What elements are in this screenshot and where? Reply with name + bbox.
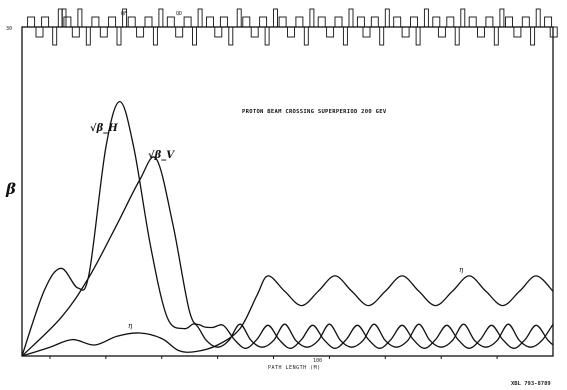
lattice-magnet <box>549 26 558 38</box>
x-ticks <box>49 356 498 359</box>
lattice-magnet <box>410 16 418 28</box>
lattice-magnet <box>52 26 58 46</box>
lattice-magnet <box>432 16 441 28</box>
lattice-magnet <box>136 26 145 38</box>
lattice-magnet <box>71 26 80 38</box>
lattice-magnet <box>356 16 365 28</box>
y-tick-label-top: 30 <box>6 26 12 32</box>
lattice-magnet <box>362 26 371 38</box>
lattice-magnet <box>348 8 354 28</box>
lattice-magnet <box>57 8 63 28</box>
lattice-magnet <box>85 26 91 46</box>
curve-label-eta-high: η <box>459 266 464 274</box>
lattice-magnet <box>521 16 530 28</box>
lattice-magnet <box>273 8 278 28</box>
lattice-magnet <box>228 26 234 46</box>
lattice-magnet <box>236 8 242 28</box>
lattice-magnet <box>183 16 192 28</box>
lattice-magnet <box>197 8 203 28</box>
curve-label-beta-h: √β_H <box>90 122 118 134</box>
lattice-strip <box>22 8 558 46</box>
lattice-magnet <box>513 26 522 38</box>
lattice-magnet <box>415 26 421 46</box>
lattice-magnet <box>423 8 429 28</box>
lattice-magnet <box>544 16 553 28</box>
lattice-magnet <box>287 26 295 38</box>
lattice-magnet <box>393 16 402 28</box>
lattice-magnet <box>477 26 485 38</box>
plot-frame <box>21 26 554 357</box>
lattice-magnet <box>401 26 410 38</box>
lattice-magnet <box>35 26 44 38</box>
lattice-magnet <box>242 16 251 28</box>
lattice-label-qf: QF <box>121 11 127 17</box>
lattice-magnet <box>91 16 100 28</box>
lattice-magnet <box>309 8 315 28</box>
lattice-magnet <box>454 26 460 46</box>
figure-reference-id: XBL 793-8789 <box>511 381 551 387</box>
curve-label-eta-low: η <box>128 322 133 330</box>
x-tick-label-100: 100 <box>313 358 322 364</box>
lattice-magnet <box>326 26 335 38</box>
lattice-magnet <box>259 16 268 28</box>
series-line-eta <box>21 275 554 357</box>
lattice-magnet <box>144 16 153 28</box>
lattice-magnet <box>166 16 175 28</box>
lattice-magnet <box>63 16 72 28</box>
lattice-magnet <box>379 26 385 46</box>
series-line-beta-h <box>21 100 554 357</box>
lattice-magnet <box>158 8 164 28</box>
lattice-label-qd: QD <box>176 11 182 17</box>
lattice-magnet <box>99 26 108 38</box>
lattice-magnet <box>27 16 36 28</box>
curve-label-beta-v: √β_V <box>148 149 175 161</box>
chart-title: PROTON BEAM CROSSING SUPERPERIOD 200 GEV <box>242 109 387 115</box>
lattice-magnet <box>250 26 259 38</box>
lattice-magnet <box>485 16 494 28</box>
lattice-magnet <box>41 16 50 28</box>
lattice-magnet <box>468 16 477 28</box>
lattice-magnet <box>278 16 287 28</box>
lattice-magnet <box>127 16 136 28</box>
lattice-magnet <box>264 26 270 46</box>
lattice-magnet <box>303 26 309 46</box>
series-line-beta-v <box>21 156 554 357</box>
lattice-magnet <box>535 8 541 28</box>
lattice-magnet <box>192 26 197 46</box>
curves-group <box>21 100 554 357</box>
lattice-magnet <box>206 16 214 28</box>
lattice-magnet <box>175 26 184 38</box>
lattice-magnet <box>116 26 122 46</box>
lattice-magnet <box>530 26 536 46</box>
lattice-magnet <box>342 26 348 46</box>
lattice-magnet <box>370 16 379 28</box>
lattice-magnet <box>437 26 446 38</box>
lattice-magnet <box>214 26 223 38</box>
lattice-magnet <box>446 16 455 28</box>
lattice-magnet <box>460 8 466 28</box>
lattice-magnet <box>108 16 117 28</box>
lattice-magnet <box>384 8 390 28</box>
lattice-magnet <box>499 8 505 28</box>
lattice-magnet <box>493 26 499 46</box>
lattice-magnet <box>334 16 343 28</box>
lattice-magnet <box>505 16 513 28</box>
x-axis-label: PATH LENGTH (M) <box>268 365 321 371</box>
lattice-magnet <box>295 16 304 28</box>
lattice-magnet <box>152 26 158 46</box>
lattice-magnet <box>122 8 128 28</box>
lattice-magnet <box>77 8 83 28</box>
y-axis-label: β <box>5 180 16 198</box>
lattice-magnet <box>219 16 228 28</box>
lattice-magnet <box>317 16 326 28</box>
